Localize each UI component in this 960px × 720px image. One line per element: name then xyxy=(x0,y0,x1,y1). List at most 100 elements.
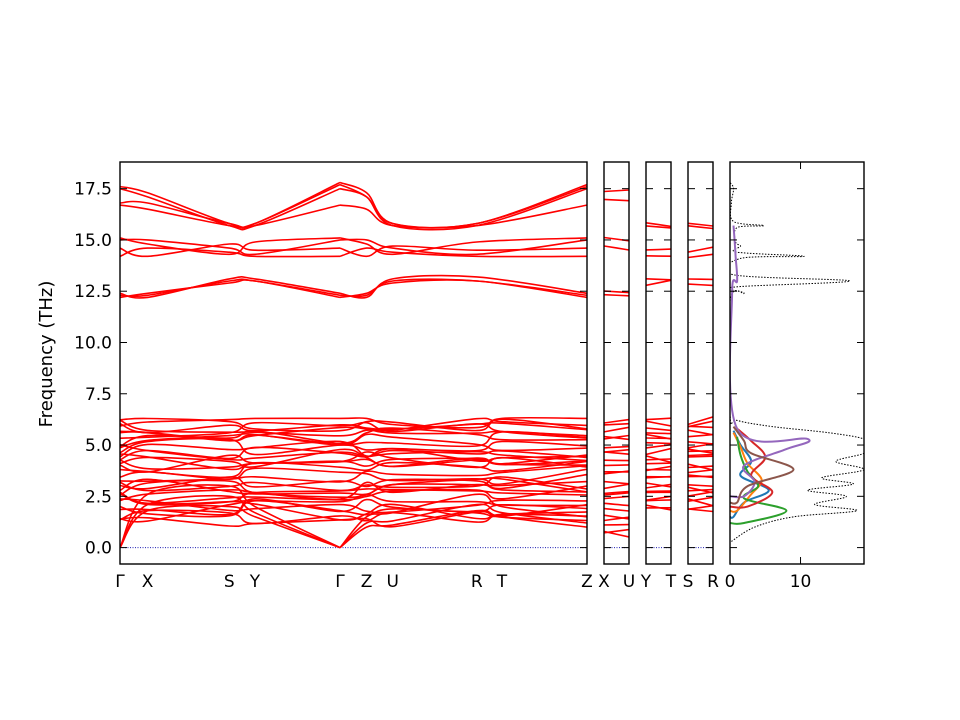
optical-band xyxy=(688,453,713,457)
optical-band xyxy=(646,427,671,432)
band-line xyxy=(339,181,587,229)
optical-band xyxy=(688,416,713,426)
band-line xyxy=(120,237,341,256)
optical-band xyxy=(120,437,587,456)
optical-band xyxy=(604,418,629,424)
optical-band xyxy=(688,474,713,479)
optical-band xyxy=(120,417,587,432)
band-line xyxy=(646,279,671,287)
band-line xyxy=(646,248,671,251)
x-tick-label: T xyxy=(496,572,508,592)
x-tick-label: U xyxy=(387,572,399,592)
optical-band xyxy=(604,502,629,507)
x-tick-label: X xyxy=(142,572,154,592)
band-line xyxy=(339,279,587,299)
optical-band xyxy=(604,445,629,449)
band-line xyxy=(120,279,341,299)
panel-frame xyxy=(119,161,588,565)
optical-band xyxy=(604,448,629,453)
band-line xyxy=(604,236,629,242)
optical-band xyxy=(688,429,713,436)
optical-band xyxy=(120,497,587,516)
band-line xyxy=(646,278,671,281)
band-line xyxy=(339,183,587,229)
x-tick-label: Γ xyxy=(115,572,125,592)
panel-content xyxy=(604,189,629,549)
optical-band xyxy=(120,446,587,463)
x-tick-label: Γ xyxy=(335,572,345,592)
panel-content xyxy=(646,222,671,549)
optical-band xyxy=(646,458,671,461)
optical-band xyxy=(604,507,629,512)
optical-band xyxy=(646,420,671,427)
optical-band xyxy=(604,516,629,522)
x-tick-label: 0 xyxy=(725,572,736,592)
x-tick-label: S xyxy=(683,572,694,592)
optical-band xyxy=(604,492,629,496)
band-line xyxy=(688,253,713,259)
x-tick-label: Y xyxy=(249,572,261,592)
optical-band xyxy=(646,433,671,440)
optical-band xyxy=(604,426,629,433)
band-line xyxy=(339,204,587,229)
optical-band xyxy=(688,455,713,458)
optical-band xyxy=(120,426,587,442)
band-line xyxy=(604,293,629,297)
panel-5: 0 10 xyxy=(725,161,865,592)
optical-band xyxy=(646,465,671,472)
optical-band xyxy=(120,473,587,490)
band-line xyxy=(604,245,629,251)
partial-dos-p2 xyxy=(730,432,763,513)
optical-band xyxy=(688,433,713,438)
panel-content xyxy=(688,222,713,549)
x-tick-label: Z xyxy=(581,572,593,592)
x-tick-label: S xyxy=(224,572,235,592)
y-axis-label: Frequency (THz) xyxy=(36,281,57,428)
y-tick-label: 7.5 xyxy=(85,385,112,405)
optical-band xyxy=(120,476,587,492)
y-tick-label: 5.0 xyxy=(85,436,112,456)
optical-band xyxy=(646,482,671,488)
optical-band xyxy=(688,498,713,507)
optical-band xyxy=(646,462,671,465)
optical-band xyxy=(604,422,629,426)
band-line xyxy=(604,189,629,193)
optical-band xyxy=(688,441,713,445)
optical-band xyxy=(120,460,587,479)
optical-band xyxy=(604,480,629,485)
optical-band xyxy=(120,498,587,514)
optical-band xyxy=(646,441,671,445)
band-line xyxy=(688,246,713,253)
panel-content xyxy=(120,181,587,549)
y-tick-label: 12.5 xyxy=(74,282,112,302)
optical-band xyxy=(120,417,587,437)
optical-band xyxy=(120,440,587,459)
x-tick-label: Y xyxy=(640,572,652,592)
optical-band xyxy=(120,477,587,496)
x-tick-label: 10 xyxy=(790,572,812,592)
x-tick-label: U xyxy=(623,572,635,592)
acoustic-band xyxy=(339,493,587,549)
y-axis-ticks: 0.0 2.5 5.0 7.5 10.0 12.5 15.0 17.5 xyxy=(74,180,112,559)
optical-band xyxy=(646,468,671,471)
y-tick-label: 0.0 xyxy=(85,539,112,559)
optical-band xyxy=(120,421,587,439)
band-line xyxy=(604,198,629,202)
optical-band xyxy=(688,504,713,510)
optical-band xyxy=(604,514,629,520)
optical-band xyxy=(688,488,713,492)
optical-band xyxy=(688,469,713,474)
partial-dos-p5 xyxy=(730,225,811,499)
optical-band xyxy=(646,417,671,421)
partial-dos-p6 xyxy=(730,425,795,505)
optical-band xyxy=(646,504,671,511)
optical-band xyxy=(688,465,713,469)
optical-band xyxy=(646,447,671,456)
band-line xyxy=(646,222,671,228)
y-tick-label: 15.0 xyxy=(74,231,112,251)
band-line xyxy=(688,225,713,230)
y-tick-label: 17.5 xyxy=(74,180,112,200)
